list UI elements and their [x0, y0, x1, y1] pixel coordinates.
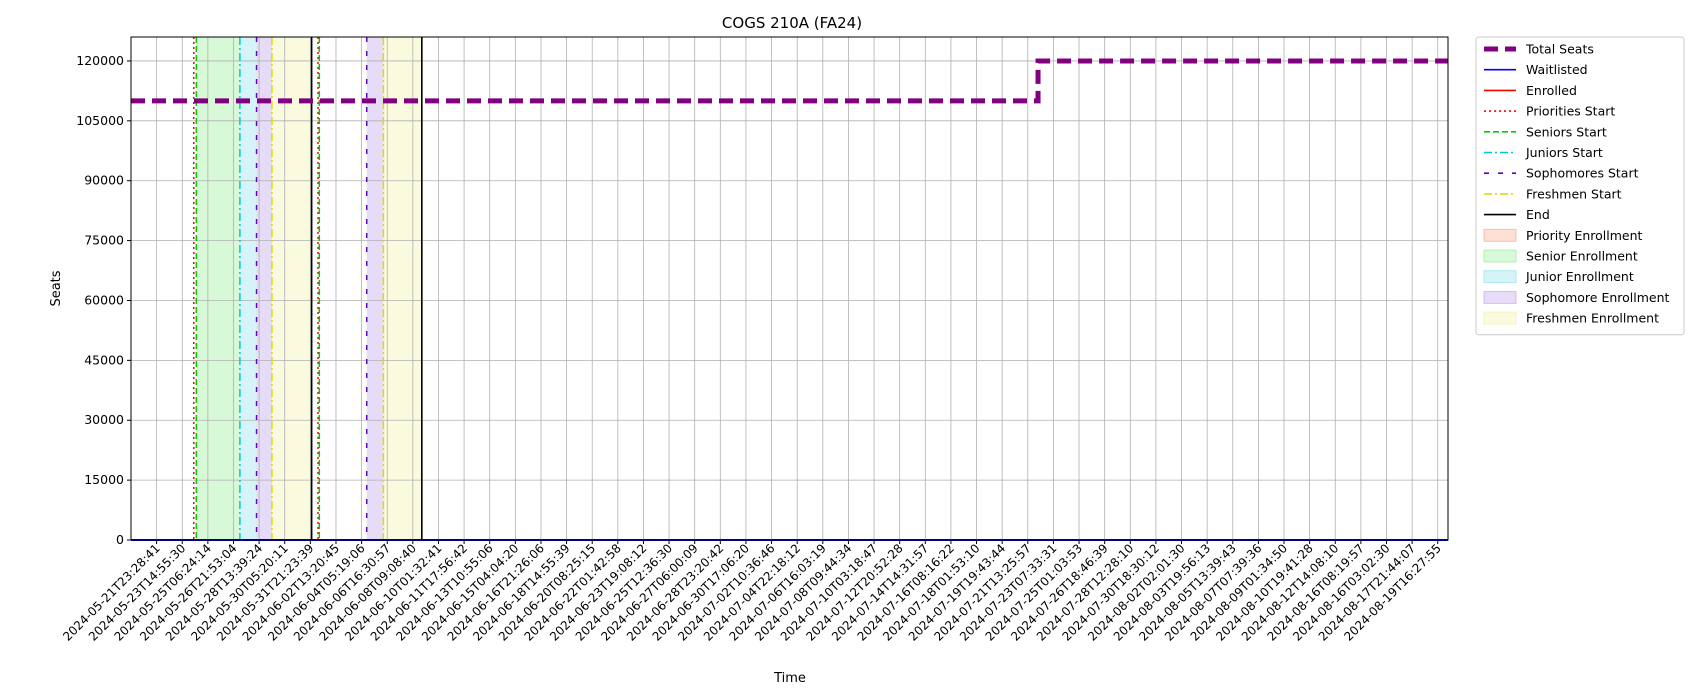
- legend-entry: Sophomore Enrollment: [1483, 290, 1670, 305]
- legend-label: Freshmen Enrollment: [1526, 311, 1659, 326]
- legend-label: Sophomore Enrollment: [1526, 290, 1670, 305]
- y-tick-label: 0: [116, 532, 124, 547]
- span-freshmen-enrollment: [383, 37, 422, 540]
- span-sophomore-enrollment: [366, 37, 384, 540]
- legend-entry: Total Seats: [1484, 42, 1594, 57]
- x-axis-label: Time: [773, 671, 806, 686]
- chart-title: COGS 210A (FA24): [722, 14, 862, 32]
- y-tick-label: 30000: [84, 412, 124, 427]
- legend-entry: Enrolled: [1484, 83, 1577, 98]
- legend-entry: Waitlisted: [1484, 62, 1588, 77]
- legend-entry: Sophomores Start: [1484, 166, 1639, 181]
- span-junior-enrollment: [239, 37, 257, 540]
- y-axis-label: Seats: [49, 270, 64, 306]
- legend-label: Senior Enrollment: [1526, 249, 1638, 264]
- legend-entry: End: [1484, 207, 1550, 222]
- span-sophomore-enrollment: [256, 37, 272, 540]
- legend-entry: Freshmen Start: [1484, 186, 1622, 201]
- legend-swatch: [1483, 249, 1517, 263]
- legend-label: Total Seats: [1525, 42, 1594, 57]
- span-freshmen-enrollment: [271, 37, 312, 540]
- legend-label: Freshmen Start: [1526, 186, 1622, 201]
- legend-swatch: [1483, 311, 1517, 325]
- legend-label: Junior Enrollment: [1525, 269, 1634, 284]
- legend-label: Priority Enrollment: [1526, 228, 1643, 243]
- legend: Total Seats Waitlisted Enrolled Priorities …: [1475, 36, 1685, 336]
- legend-label: Enrolled: [1526, 83, 1577, 98]
- y-axis: 0 15000 30000 45000 60000 75000 90000 105000 120…: [76, 53, 131, 547]
- legend-label: Waitlisted: [1526, 62, 1588, 77]
- phase-marker-lines: [193, 37, 423, 540]
- enrollment-spans: [196, 37, 422, 540]
- y-tick-label: 60000: [84, 292, 124, 307]
- legend-label: End: [1526, 207, 1550, 222]
- legend-entry: Priorities Start: [1484, 104, 1615, 119]
- legend-box: [1475, 36, 1685, 336]
- legend-entry: Priority Enrollment: [1483, 228, 1643, 243]
- y-tick-label: 90000: [84, 173, 124, 188]
- x-axis: 2024-05-21T23:28:412024-05-23T14:55:3020…: [60, 540, 1444, 644]
- y-tick-label: 120000: [76, 53, 124, 68]
- legend-label: Priorities Start: [1526, 104, 1615, 119]
- series-total-seats: [131, 58, 1448, 104]
- legend-entry: Seniors Start: [1484, 124, 1607, 139]
- legend-entry: Junior Enrollment: [1483, 269, 1634, 284]
- legend-entry: Juniors Start: [1484, 145, 1603, 160]
- legend-swatch: [1483, 290, 1517, 304]
- legend-label: Juniors Start: [1525, 145, 1603, 160]
- y-tick-label: 45000: [84, 352, 124, 367]
- legend-swatch: [1483, 228, 1517, 242]
- grid-lines: [131, 37, 1448, 541]
- legend-label: Sophomores Start: [1526, 166, 1639, 181]
- legend-label: Seniors Start: [1526, 124, 1607, 139]
- y-tick-label: 105000: [76, 113, 124, 128]
- plot-frame: [130, 36, 1449, 541]
- y-tick-label: 15000: [84, 472, 124, 487]
- legend-swatch: [1483, 270, 1517, 284]
- legend-entry: Freshmen Enrollment: [1483, 311, 1659, 326]
- legend-entry: Senior Enrollment: [1483, 249, 1638, 264]
- y-tick-label: 75000: [84, 233, 124, 248]
